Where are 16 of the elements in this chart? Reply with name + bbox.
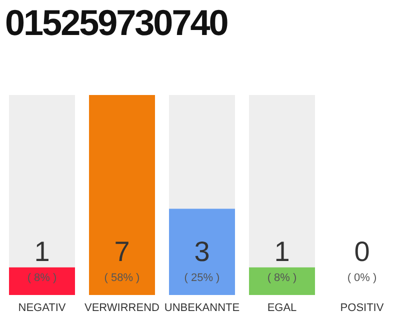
data-label: ( 0% ) bbox=[347, 272, 377, 284]
annotation: 1 bbox=[274, 236, 290, 267]
x-tick-label: UNBEKANNTE bbox=[164, 302, 240, 314]
data-label: ( 58% ) bbox=[104, 272, 140, 284]
data-label: ( 8% ) bbox=[267, 272, 297, 284]
data-label: ( 25% ) bbox=[184, 272, 220, 284]
annotation: 3 bbox=[194, 236, 210, 267]
annotation: 0 bbox=[354, 236, 370, 267]
annotation: 1 bbox=[34, 236, 50, 267]
annotation: 7 bbox=[114, 236, 130, 267]
data-label: ( 8% ) bbox=[27, 272, 57, 284]
chart-title: 015259730740 bbox=[5, 2, 228, 44]
x-tick-label: POSITIV bbox=[340, 302, 384, 314]
x-tick-label: VERWIRREND bbox=[84, 302, 160, 314]
x-tick-label: EGAL bbox=[267, 302, 297, 314]
x-tick-label: NEGATIV bbox=[18, 302, 66, 314]
